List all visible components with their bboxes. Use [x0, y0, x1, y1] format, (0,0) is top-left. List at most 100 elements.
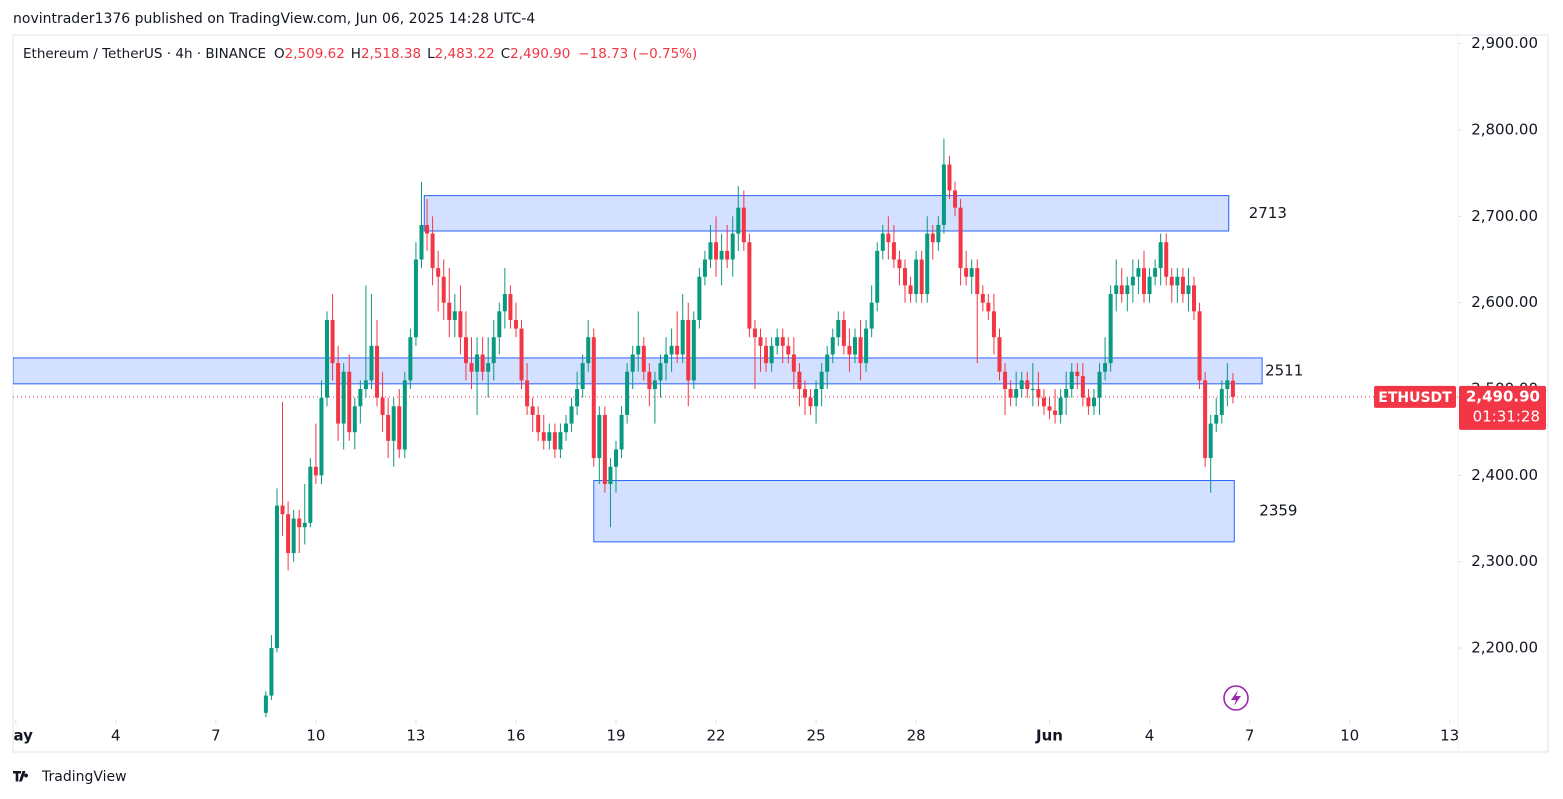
- y-tick-label: 2,600.00: [1471, 293, 1538, 311]
- candle-body: [480, 354, 485, 372]
- candle-body: [525, 380, 530, 407]
- candle-body: [719, 250, 724, 260]
- candle-body: [1036, 389, 1041, 398]
- candle-body: [958, 207, 963, 269]
- candle-body: [747, 242, 752, 329]
- candle-body: [864, 328, 869, 364]
- candle-body: [1103, 363, 1108, 372]
- x-tick-label: 28: [907, 727, 926, 745]
- zone-label: 2359: [1259, 502, 1297, 520]
- candle-body: [547, 432, 552, 441]
- candle-body: [791, 354, 796, 372]
- candle-body: [1197, 311, 1202, 381]
- candle-body: [680, 319, 685, 355]
- candle-body: [953, 190, 958, 208]
- ohlc-label: H: [351, 46, 361, 62]
- footer-brand-text: TradingView: [41, 769, 127, 785]
- candle-body: [319, 397, 324, 476]
- candle-body: [352, 406, 357, 433]
- candle-body: [1186, 285, 1191, 295]
- y-tick-label: 2,900.00: [1471, 34, 1538, 52]
- candle-body: [563, 423, 568, 433]
- candle-body: [508, 294, 513, 320]
- candle-body: [536, 414, 541, 433]
- candle-body: [736, 207, 741, 234]
- candle-body: [1041, 397, 1046, 407]
- x-tick-label: 10: [306, 727, 325, 745]
- candle-body: [336, 363, 341, 424]
- candle-body: [436, 268, 441, 277]
- candle-body: [814, 389, 819, 407]
- y-tick-label: 2,200.00: [1471, 639, 1538, 657]
- x-tick-label: 7: [1245, 727, 1255, 745]
- candle-body: [630, 354, 635, 372]
- candle-body: [1008, 389, 1013, 398]
- candle-body: [636, 345, 641, 355]
- candle-body: [869, 302, 874, 329]
- candle-body: [1175, 276, 1180, 286]
- ohlc-value: 2,509.62: [285, 46, 345, 62]
- candle-body: [875, 250, 880, 303]
- publisher-line: novintrader1376 published on TradingView…: [13, 11, 535, 27]
- candle-body: [1219, 389, 1224, 415]
- candle-body: [341, 371, 346, 424]
- candle-body: [308, 466, 313, 523]
- candle-body: [775, 337, 780, 346]
- candle-body: [1169, 276, 1174, 286]
- candle-body: [708, 242, 713, 260]
- candle-body: [1080, 376, 1085, 398]
- candle-body: [891, 242, 896, 260]
- x-tick-label: 22: [707, 727, 726, 745]
- candle-body: [752, 328, 757, 338]
- symbol-badge: [1374, 385, 1456, 408]
- price-badge: [1459, 385, 1546, 430]
- candle-body: [1097, 371, 1102, 398]
- y-tick-label: 2,700.00: [1471, 207, 1538, 225]
- candle-body: [475, 354, 480, 372]
- candle-body: [769, 345, 774, 364]
- candle-body: [780, 337, 785, 346]
- candle-body: [691, 319, 696, 381]
- candle-body: [1164, 242, 1169, 277]
- candle-body: [903, 268, 908, 286]
- x-tick-label: 7: [211, 727, 221, 745]
- candle-body: [419, 224, 424, 260]
- candle-body: [714, 242, 719, 260]
- candle-body: [964, 268, 969, 277]
- candle-body: [997, 337, 1002, 372]
- candle-body: [1230, 380, 1235, 397]
- candle-body: [280, 505, 285, 515]
- candle-body: [991, 311, 996, 338]
- x-axis: May 4 7 10 13 16 19 22 25 28 Jun 4 7 10 13: [13, 720, 1458, 745]
- candle-body: [836, 319, 841, 338]
- candle-body: [647, 371, 652, 390]
- x-tick-label: 19: [606, 727, 625, 745]
- footer-brand: TradingView: [12, 769, 127, 785]
- candle-body: [608, 466, 613, 485]
- price-change: −18.73 (−0.75%): [578, 46, 697, 62]
- candle-body: [1114, 285, 1119, 295]
- candle-body: [552, 432, 557, 450]
- candle-body: [880, 233, 885, 251]
- x-tick-label: 16: [506, 727, 525, 745]
- ohlc-label: L: [427, 46, 435, 62]
- candle-body: [375, 345, 380, 398]
- candle-body: [1091, 397, 1096, 407]
- candle-body: [625, 371, 630, 415]
- ohlc-value: 2,518.38: [361, 46, 421, 62]
- candle-body: [286, 514, 291, 554]
- candle-body: [908, 285, 913, 295]
- candle-body: [1003, 371, 1008, 390]
- candle-body: [897, 259, 902, 269]
- candle-body: [847, 345, 852, 355]
- candle-body: [1225, 380, 1230, 390]
- ohlc-label: O: [274, 46, 285, 62]
- candle-body: [947, 164, 952, 191]
- x-tick-label: 4: [111, 727, 121, 745]
- candle-body: [730, 233, 735, 260]
- candle-body: [1069, 371, 1074, 390]
- candle-body: [675, 345, 680, 355]
- candle-body: [491, 337, 496, 364]
- zone-label: 2713: [1249, 204, 1287, 222]
